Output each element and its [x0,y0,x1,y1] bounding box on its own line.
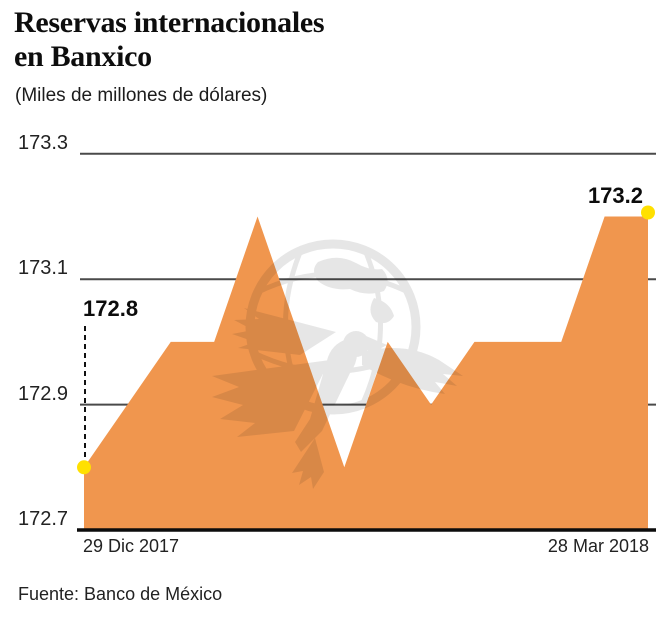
y-tick-label: 172.9 [18,382,69,405]
last-point-marker [641,205,655,220]
first-point-value-label: 172.8 [83,296,139,321]
y-tick-label: 173.3 [18,131,69,154]
last-point-value-label: 173.2 [587,183,643,208]
y-tick-label: 172.7 [18,508,69,530]
area-series [84,216,648,530]
watermark-globe-eagle-icon [212,239,463,489]
first-point-marker [77,460,91,475]
source-note: Fuente: Banco de México [18,584,223,604]
chart-title-line2: en Banxico [14,39,152,73]
x-axis-label-end: 28 Mar 2018 [547,536,649,556]
y-tick-label: 173.1 [18,257,69,280]
chart-title-line1: Reservas internacionales [14,6,325,39]
chart-title: Reservas internacionales en Banxico [14,6,325,73]
chart-subtitle: (Miles de millones de dólares) [15,85,268,106]
x-axis-label-start: 29 Dic 2017 [83,536,180,556]
